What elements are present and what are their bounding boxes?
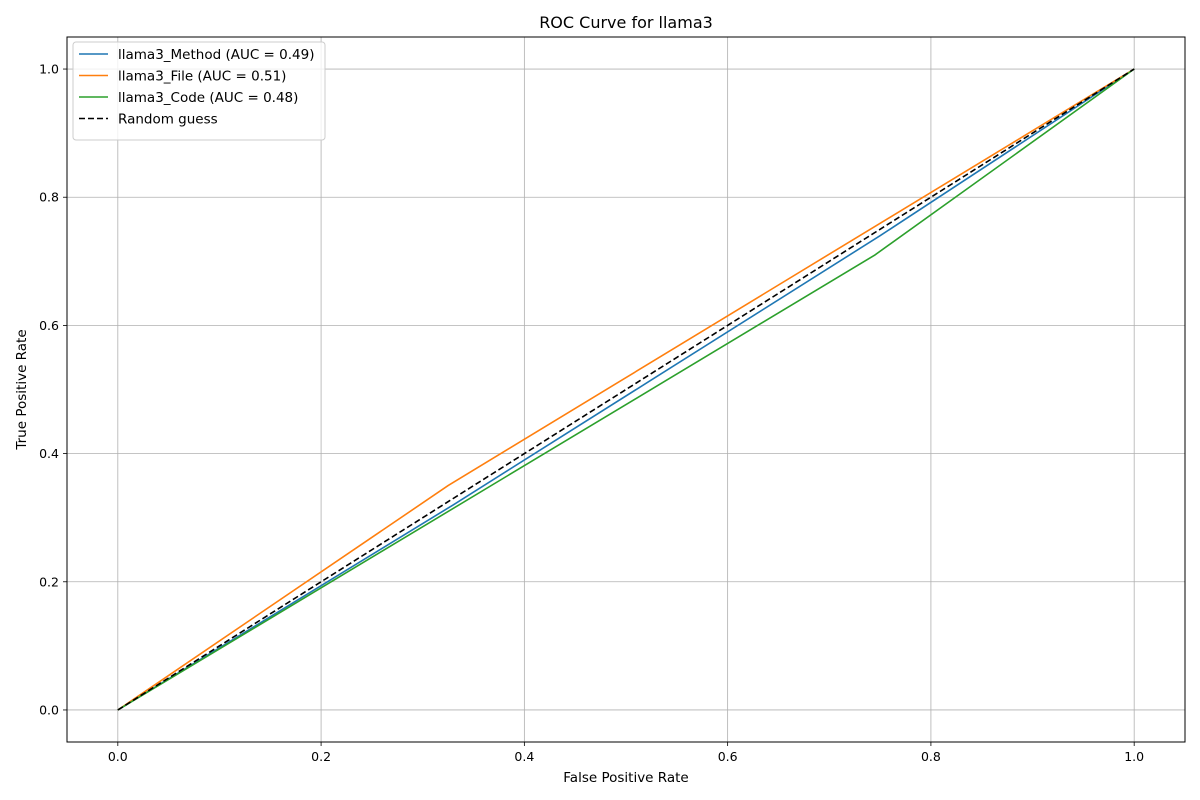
y-tick-label: 0.2 [39, 574, 59, 589]
plot-frame [66, 36, 1186, 743]
y-tick-label: 0.6 [39, 318, 59, 333]
grid [67, 37, 1185, 742]
legend-label-3: Random guess [118, 112, 218, 128]
legend-label-2: llama3_Code (AUC = 0.48) [118, 90, 298, 106]
y-tick-label: 0.0 [39, 702, 59, 717]
series-line-3 [117, 68, 1135, 711]
y-axis-label: True Positive Rate [14, 329, 30, 450]
legend: llama3_Method (AUC = 0.49) llama3_File (A… [72, 41, 326, 141]
x-tick-label: 0.2 [311, 749, 331, 764]
series-line-1 [117, 68, 1135, 711]
x-tick-label: 0.0 [108, 749, 128, 764]
legend-box [72, 41, 326, 141]
legend-label-1: llama3_File (AUC = 0.51) [118, 69, 286, 85]
legend-label-0: llama3_Method (AUC = 0.49) [118, 47, 315, 63]
x-tick-label: 0.6 [718, 749, 738, 764]
axis-ticks: 0.0 0.2 0.4 0.6 0.8 1.0 0.0 0.2 0.4 0.6 0.8 1.0 [39, 62, 1144, 764]
y-tick-label: 0.8 [39, 190, 59, 205]
x-tick-label: 0.4 [514, 749, 534, 764]
x-tick-label: 0.8 [921, 749, 941, 764]
x-axis-label: False Positive Rate [563, 770, 688, 786]
y-tick-label: 0.4 [39, 446, 59, 461]
chart-title: ROC Curve for llama3 [539, 13, 713, 32]
y-tick-label: 1.0 [39, 62, 59, 77]
x-tick-label: 1.0 [1124, 749, 1144, 764]
series-lines [117, 68, 1135, 711]
series-line-0 [117, 68, 1135, 711]
series-line-2 [117, 68, 1135, 711]
